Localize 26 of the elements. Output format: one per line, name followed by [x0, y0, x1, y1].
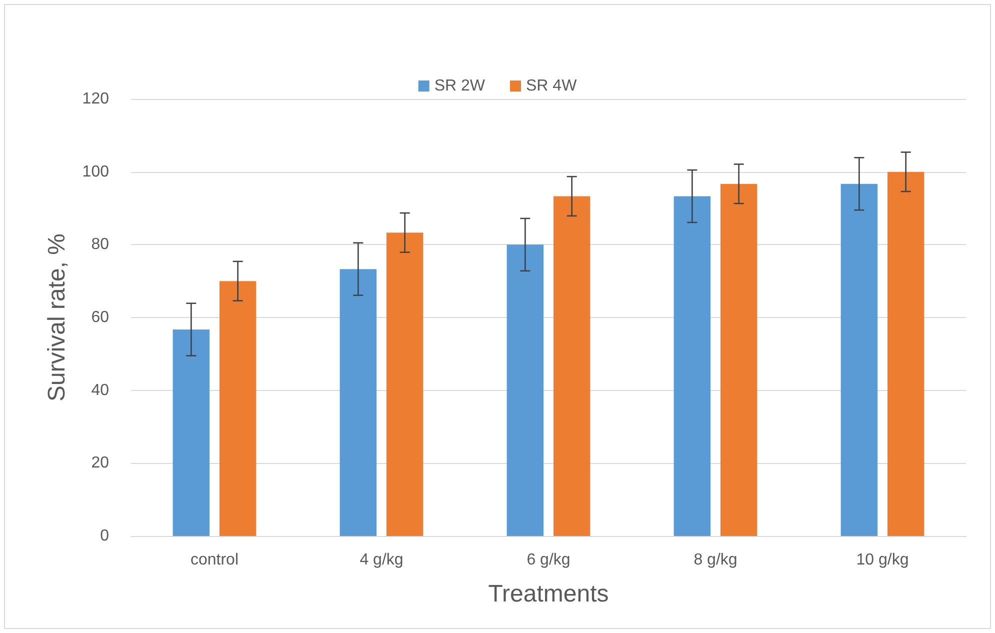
bar	[340, 269, 377, 536]
y-tick-label: 60	[91, 309, 110, 326]
y-tick-label: 0	[100, 528, 110, 544]
y-tick-label: 80	[91, 236, 110, 254]
legend-label: SR 2W	[434, 78, 486, 94]
bar	[887, 172, 924, 536]
x-tick-label: control	[190, 552, 239, 568]
y-tick-label: 20	[91, 454, 110, 472]
y-axis-title: Survival rate, %	[44, 233, 70, 402]
y-tick-label: 40	[91, 382, 110, 399]
x-axis-title: Treatments	[488, 580, 609, 608]
bar	[840, 184, 878, 536]
bar	[506, 244, 544, 536]
y-tick-label: 120	[82, 90, 110, 108]
x-tick-label: 6 g/kg	[526, 552, 570, 568]
bar	[172, 330, 210, 536]
bar	[219, 281, 256, 536]
x-tick-label: 10 g/kg	[856, 552, 909, 568]
bar	[674, 196, 711, 536]
x-tick-label: 8 g/kg	[694, 552, 738, 568]
bar	[553, 196, 590, 536]
legend-label: SR 4W	[526, 78, 578, 94]
y-tick-label: 100	[82, 163, 110, 180]
bar	[386, 232, 424, 536]
x-tick-label: 4 g/kg	[360, 552, 404, 568]
bar	[720, 184, 758, 536]
